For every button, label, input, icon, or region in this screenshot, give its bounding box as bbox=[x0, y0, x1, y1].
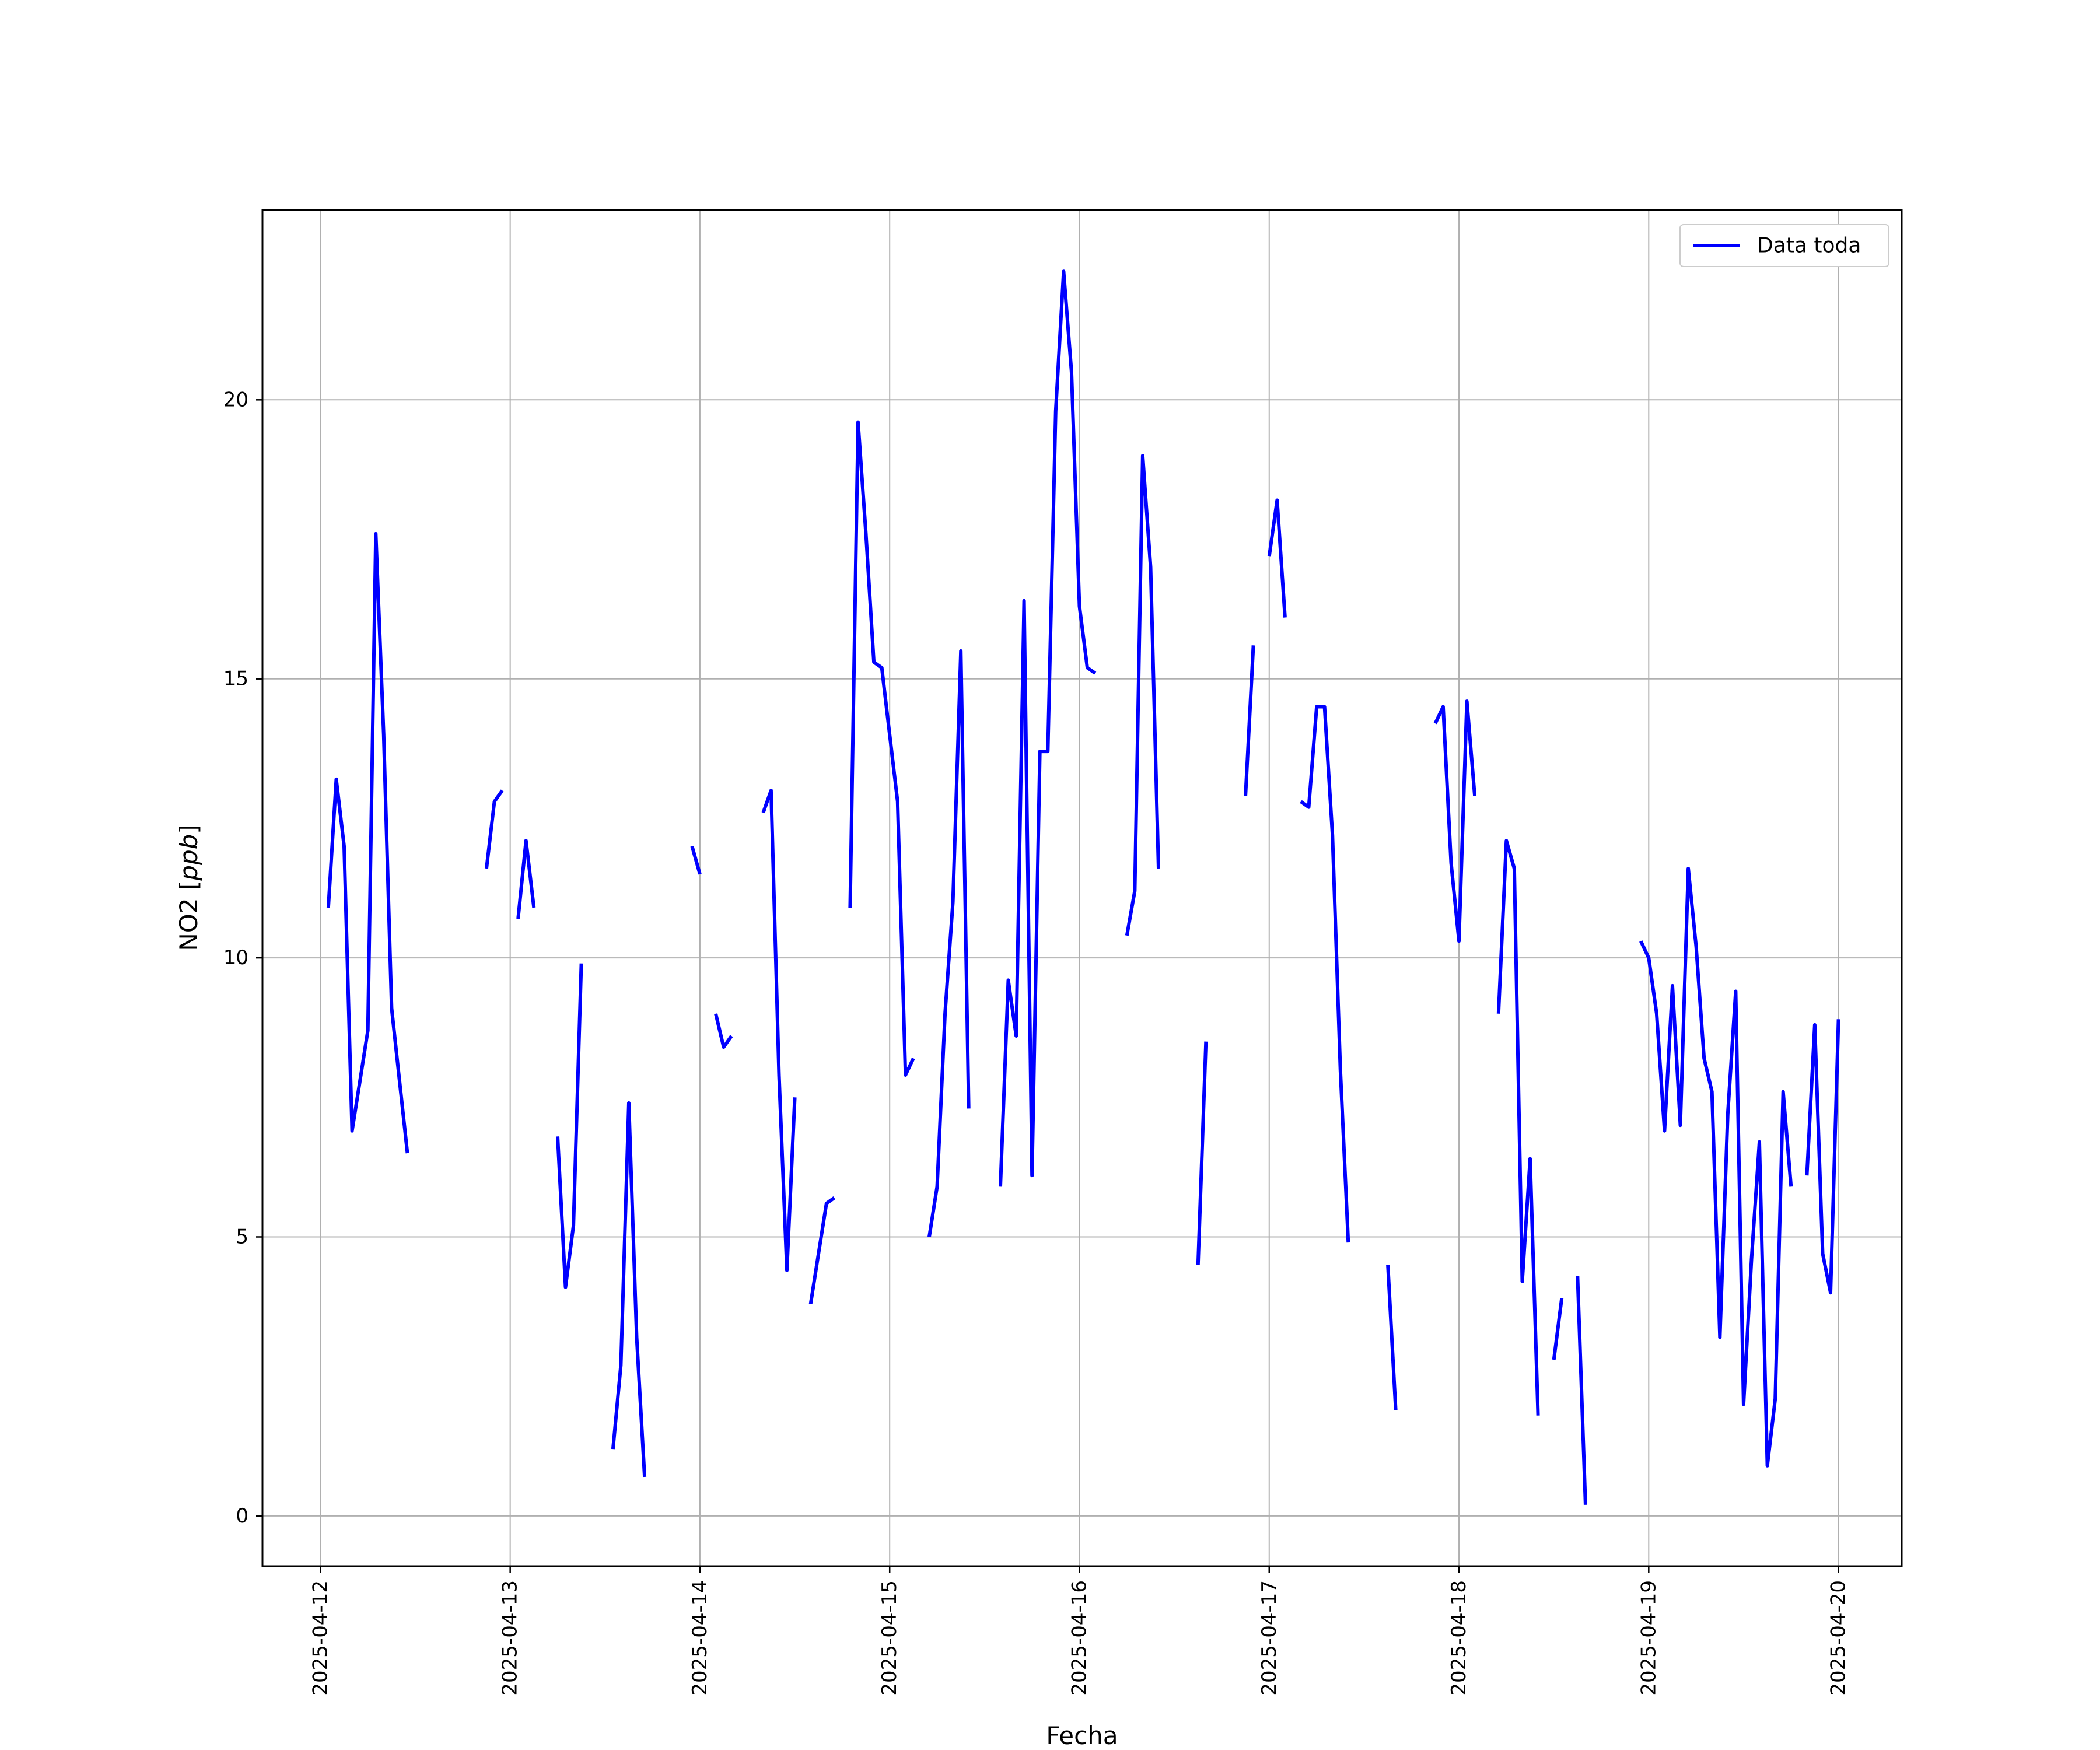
series-line-segment bbox=[1267, 498, 1287, 618]
series-line-segment bbox=[1433, 699, 1477, 943]
series-line-segment bbox=[1639, 867, 1793, 1468]
series-line-segment bbox=[690, 845, 702, 875]
y-axis-label: NO2 [ppb] bbox=[174, 824, 203, 951]
x-tick-label: 2025-04-15 bbox=[878, 1580, 901, 1696]
series-line-segment bbox=[611, 1101, 647, 1478]
series-line-segment bbox=[1300, 705, 1350, 1243]
series-line-segment bbox=[1552, 1298, 1564, 1360]
series-line-segment bbox=[999, 270, 1097, 1187]
series-line-segment bbox=[1244, 645, 1255, 796]
legend-box bbox=[1679, 224, 1889, 267]
x-tick-label: 2025-04-20 bbox=[1827, 1580, 1850, 1696]
x-tick-label: 2025-04-12 bbox=[309, 1580, 332, 1696]
series-line-segment bbox=[1805, 1019, 1840, 1295]
y-tick-label: 5 bbox=[236, 1225, 249, 1248]
x-tick-label: 2025-04-18 bbox=[1447, 1580, 1471, 1696]
y-tick-label: 20 bbox=[223, 388, 249, 411]
y-tick-label: 10 bbox=[223, 946, 249, 970]
series-line-segment bbox=[761, 789, 797, 1272]
series-line-segment bbox=[1496, 839, 1540, 1416]
series-line-segment bbox=[326, 531, 410, 1154]
x-tick-label: 2025-04-17 bbox=[1258, 1580, 1281, 1696]
series-line-segment bbox=[714, 1013, 733, 1049]
x-axis: 2025-04-12 2025-04-13 2025-04-14 2025-04-15… bbox=[309, 1566, 1850, 1696]
x-tick-label: 2025-04-14 bbox=[688, 1580, 712, 1696]
series-data-toda bbox=[326, 270, 1840, 1505]
x-tick-label: 2025-04-19 bbox=[1637, 1580, 1660, 1696]
legend-label: Data toda bbox=[1757, 234, 1861, 258]
plot-frame bbox=[261, 209, 1903, 1567]
series-line-segment bbox=[1196, 1041, 1208, 1265]
y-tick-label: 0 bbox=[236, 1504, 249, 1528]
y-axis: 0 5 10 15 20 bbox=[223, 388, 262, 1528]
series-line-segment bbox=[485, 789, 504, 869]
series-layer bbox=[326, 270, 1840, 1505]
grid-lines bbox=[262, 210, 1902, 1566]
series-line-segment bbox=[808, 1196, 836, 1304]
x-axis-label: Fecha bbox=[1046, 1721, 1118, 1750]
series-line-segment bbox=[848, 420, 915, 1077]
series-line-segment bbox=[556, 963, 583, 1289]
series-line-segment bbox=[1125, 454, 1160, 936]
series-line-segment bbox=[928, 649, 971, 1237]
x-tick-label: 2025-04-13 bbox=[499, 1580, 522, 1696]
series-line-segment bbox=[1576, 1276, 1587, 1505]
series-line-segment bbox=[1386, 1265, 1398, 1410]
legend: Data toda bbox=[1679, 224, 1889, 267]
series-line-segment bbox=[516, 839, 536, 919]
x-tick-label: 2025-04-16 bbox=[1068, 1580, 1091, 1696]
y-tick-label: 15 bbox=[223, 667, 249, 691]
